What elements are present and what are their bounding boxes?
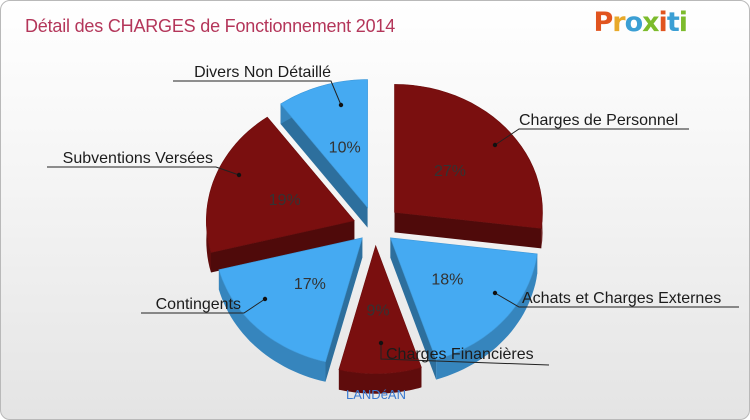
- slice-percent-label: 9%: [366, 303, 389, 320]
- chart-title: Détail des CHARGES de Fonctionnement 201…: [25, 16, 396, 36]
- callout-pointer: [492, 142, 498, 148]
- pie-slice: [394, 84, 543, 249]
- callout-leader-line: [494, 292, 739, 308]
- slice-category-label: Achats et Charges Externes: [522, 290, 721, 307]
- slice-percent-label: 27%: [434, 163, 466, 180]
- callout-pointer: [236, 172, 242, 178]
- callout-leader-line: [141, 298, 266, 314]
- slice-category-label: Divers Non Détaillé: [194, 64, 331, 81]
- slice-percent-label: 19%: [269, 192, 301, 209]
- slice-percent-label: 10%: [329, 140, 361, 157]
- callout-pointer: [492, 290, 498, 296]
- pie-slice: [338, 244, 422, 394]
- commune-name: LANDéAN: [346, 387, 406, 402]
- callout-leader-line: [494, 128, 689, 146]
- slice-category-label: Charges de Personnel: [519, 112, 678, 129]
- callout-leader-line: [47, 166, 240, 176]
- slice-category-label: Contingents: [156, 296, 241, 313]
- slice-percent-label: 18%: [431, 272, 463, 289]
- callout-pointer: [378, 340, 384, 346]
- pie-slice: [205, 116, 355, 273]
- callout-leader-line: [380, 343, 550, 366]
- callout-pointer: [338, 102, 344, 108]
- slice-category-label: Charges Financières: [386, 346, 534, 363]
- slice-percent-label: 17%: [294, 276, 326, 293]
- pie-slice: [218, 237, 363, 382]
- callout-leader-line: [173, 80, 342, 106]
- callout-pointer: [262, 296, 268, 302]
- pie-slice: [280, 79, 368, 228]
- proxiti-logo: Proxiti: [593, 7, 688, 38]
- pie-slice: [389, 237, 538, 380]
- slice-category-label: Subventions Versées: [63, 150, 213, 167]
